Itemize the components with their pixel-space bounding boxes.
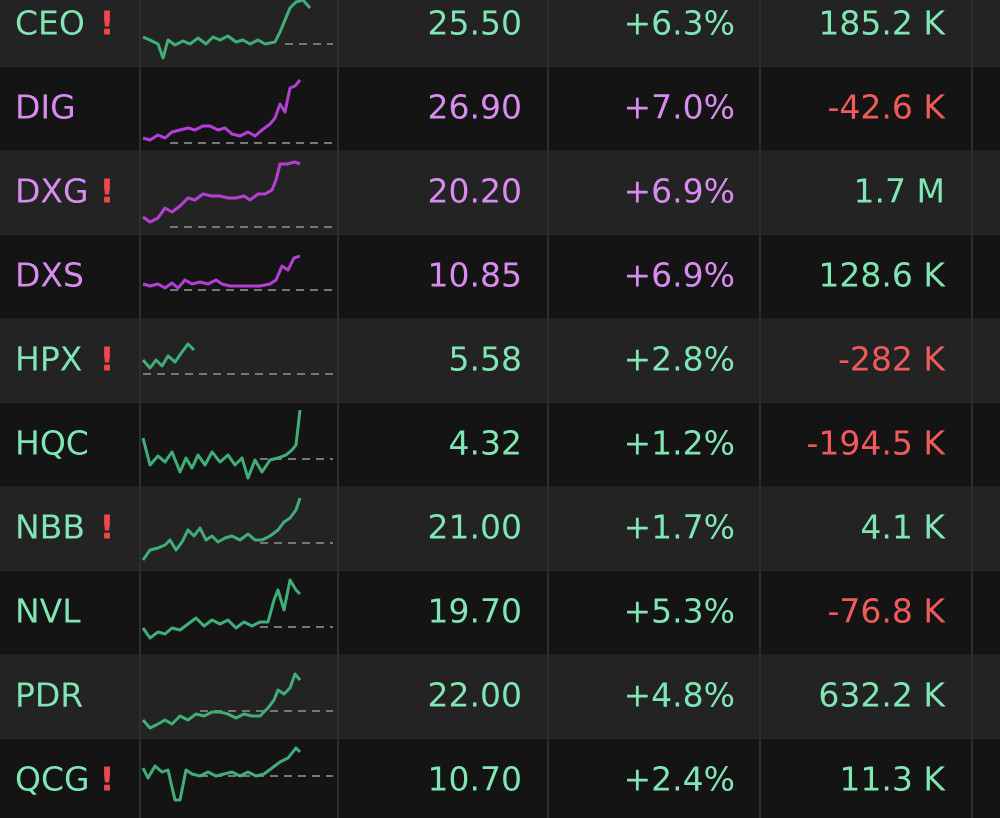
price: 4.32 [449, 424, 522, 463]
alert-icon: ! [99, 172, 114, 211]
ticker: QCG [15, 760, 90, 799]
change: +4.8% [624, 676, 736, 715]
sparkline [141, 497, 302, 561]
price: 19.70 [428, 592, 522, 631]
ticker: NVL [15, 592, 81, 631]
sparklines [141, 0, 333, 802]
change: +7.0% [624, 88, 736, 127]
alert-icon: ! [99, 4, 114, 43]
sparkline [141, 409, 302, 480]
column-dividers [139, 0, 973, 818]
alert-icon: ! [99, 760, 114, 799]
sparkline [141, 342, 196, 370]
volume: 128.6 K [818, 256, 946, 295]
row-background[interactable] [0, 739, 1000, 818]
ticker: DIG [15, 88, 76, 127]
price: 10.85 [428, 256, 522, 295]
row-background[interactable] [0, 487, 1000, 571]
sparkline [141, 672, 302, 730]
price: 21.00 [428, 508, 522, 547]
volume: -42.6 K [827, 88, 946, 127]
row-background[interactable] [0, 403, 1000, 487]
sparkline [142, 0, 312, 60]
price: 20.20 [428, 172, 522, 211]
change: +2.8% [624, 340, 736, 379]
volume: -282 K [838, 340, 946, 379]
volume: 4.1 K [860, 508, 946, 547]
sparkline [141, 578, 302, 640]
ticker: DXS [15, 256, 84, 295]
change: +1.7% [624, 508, 736, 547]
ticker: HQC [15, 424, 89, 463]
sparkline [142, 79, 302, 142]
price: 22.00 [428, 676, 522, 715]
sparkline [142, 160, 301, 224]
price: 5.58 [449, 340, 522, 379]
change: +2.4% [624, 760, 736, 799]
row-background[interactable] [0, 571, 1000, 655]
ticker: PDR [15, 676, 83, 715]
alert-icon: ! [99, 508, 114, 547]
alert-icon: ! [99, 340, 114, 379]
ticker: HPX [15, 340, 82, 379]
volume: 632.2 K [818, 676, 946, 715]
volume: 11.3 K [839, 760, 946, 799]
volume: 185.2 K [818, 4, 946, 43]
row-background[interactable] [0, 235, 1000, 319]
change: +6.3% [624, 4, 736, 43]
volume: -194.5 K [806, 424, 946, 463]
row-background[interactable] [0, 0, 1000, 67]
price: 10.70 [428, 760, 522, 799]
change: +1.2% [624, 424, 736, 463]
change: +6.9% [624, 172, 736, 211]
row-texts: CEO! 25.50 +6.3% 185.2 K DIG 26.90 +7.0% -42.6 … [15, 4, 946, 799]
ticker: NBB [15, 508, 85, 547]
price: 25.50 [428, 4, 522, 43]
price: 26.90 [428, 88, 522, 127]
volume: 1.7 M [854, 172, 945, 211]
volume: -76.8 K [827, 592, 946, 631]
sparkline [141, 746, 302, 802]
change: +6.9% [624, 256, 736, 295]
sparkline [142, 254, 301, 290]
ticker: CEO [15, 4, 85, 43]
row-background[interactable] [0, 655, 1000, 739]
row-background[interactable] [0, 151, 1000, 235]
ticker: DXG [15, 172, 89, 211]
change: +5.3% [624, 592, 736, 631]
